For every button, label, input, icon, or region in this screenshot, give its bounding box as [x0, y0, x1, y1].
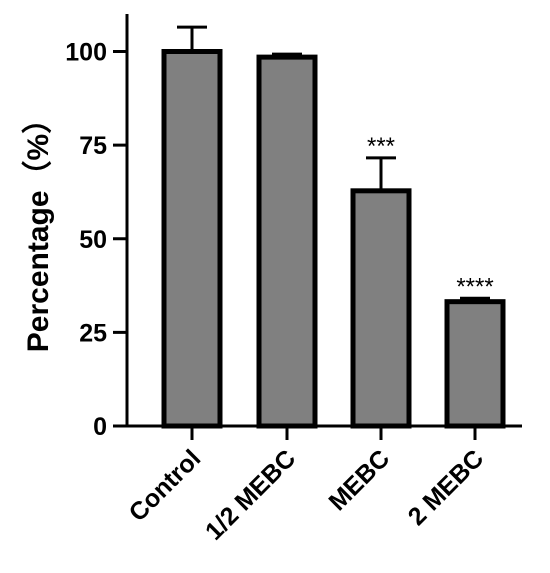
- x-tick-label-0: Control: [124, 444, 207, 527]
- y-tick-label-4: 100: [65, 39, 107, 67]
- x-tick-label-2: MEBC: [323, 444, 395, 516]
- y-tick-label-2: 50: [79, 226, 107, 254]
- y-axis-title: Percentage（%）: [21, 104, 55, 352]
- significance-label-3: ****: [456, 273, 493, 300]
- y-tick-label-0: 0: [93, 413, 107, 441]
- bar-1: [256, 54, 318, 429]
- y-tick-label-1: 25: [79, 319, 107, 347]
- bar-2: [350, 188, 412, 429]
- y-tick-label-3: 75: [79, 132, 107, 160]
- significance-label-2: ***: [367, 133, 395, 160]
- x-tick-label-3: 2 MEBC: [403, 444, 490, 531]
- chart-marks: *******: [161, 25, 506, 429]
- bar-3: [444, 299, 506, 429]
- x-tick-label-1: 1/2 MEBC: [200, 444, 301, 545]
- bar-0: [161, 49, 223, 429]
